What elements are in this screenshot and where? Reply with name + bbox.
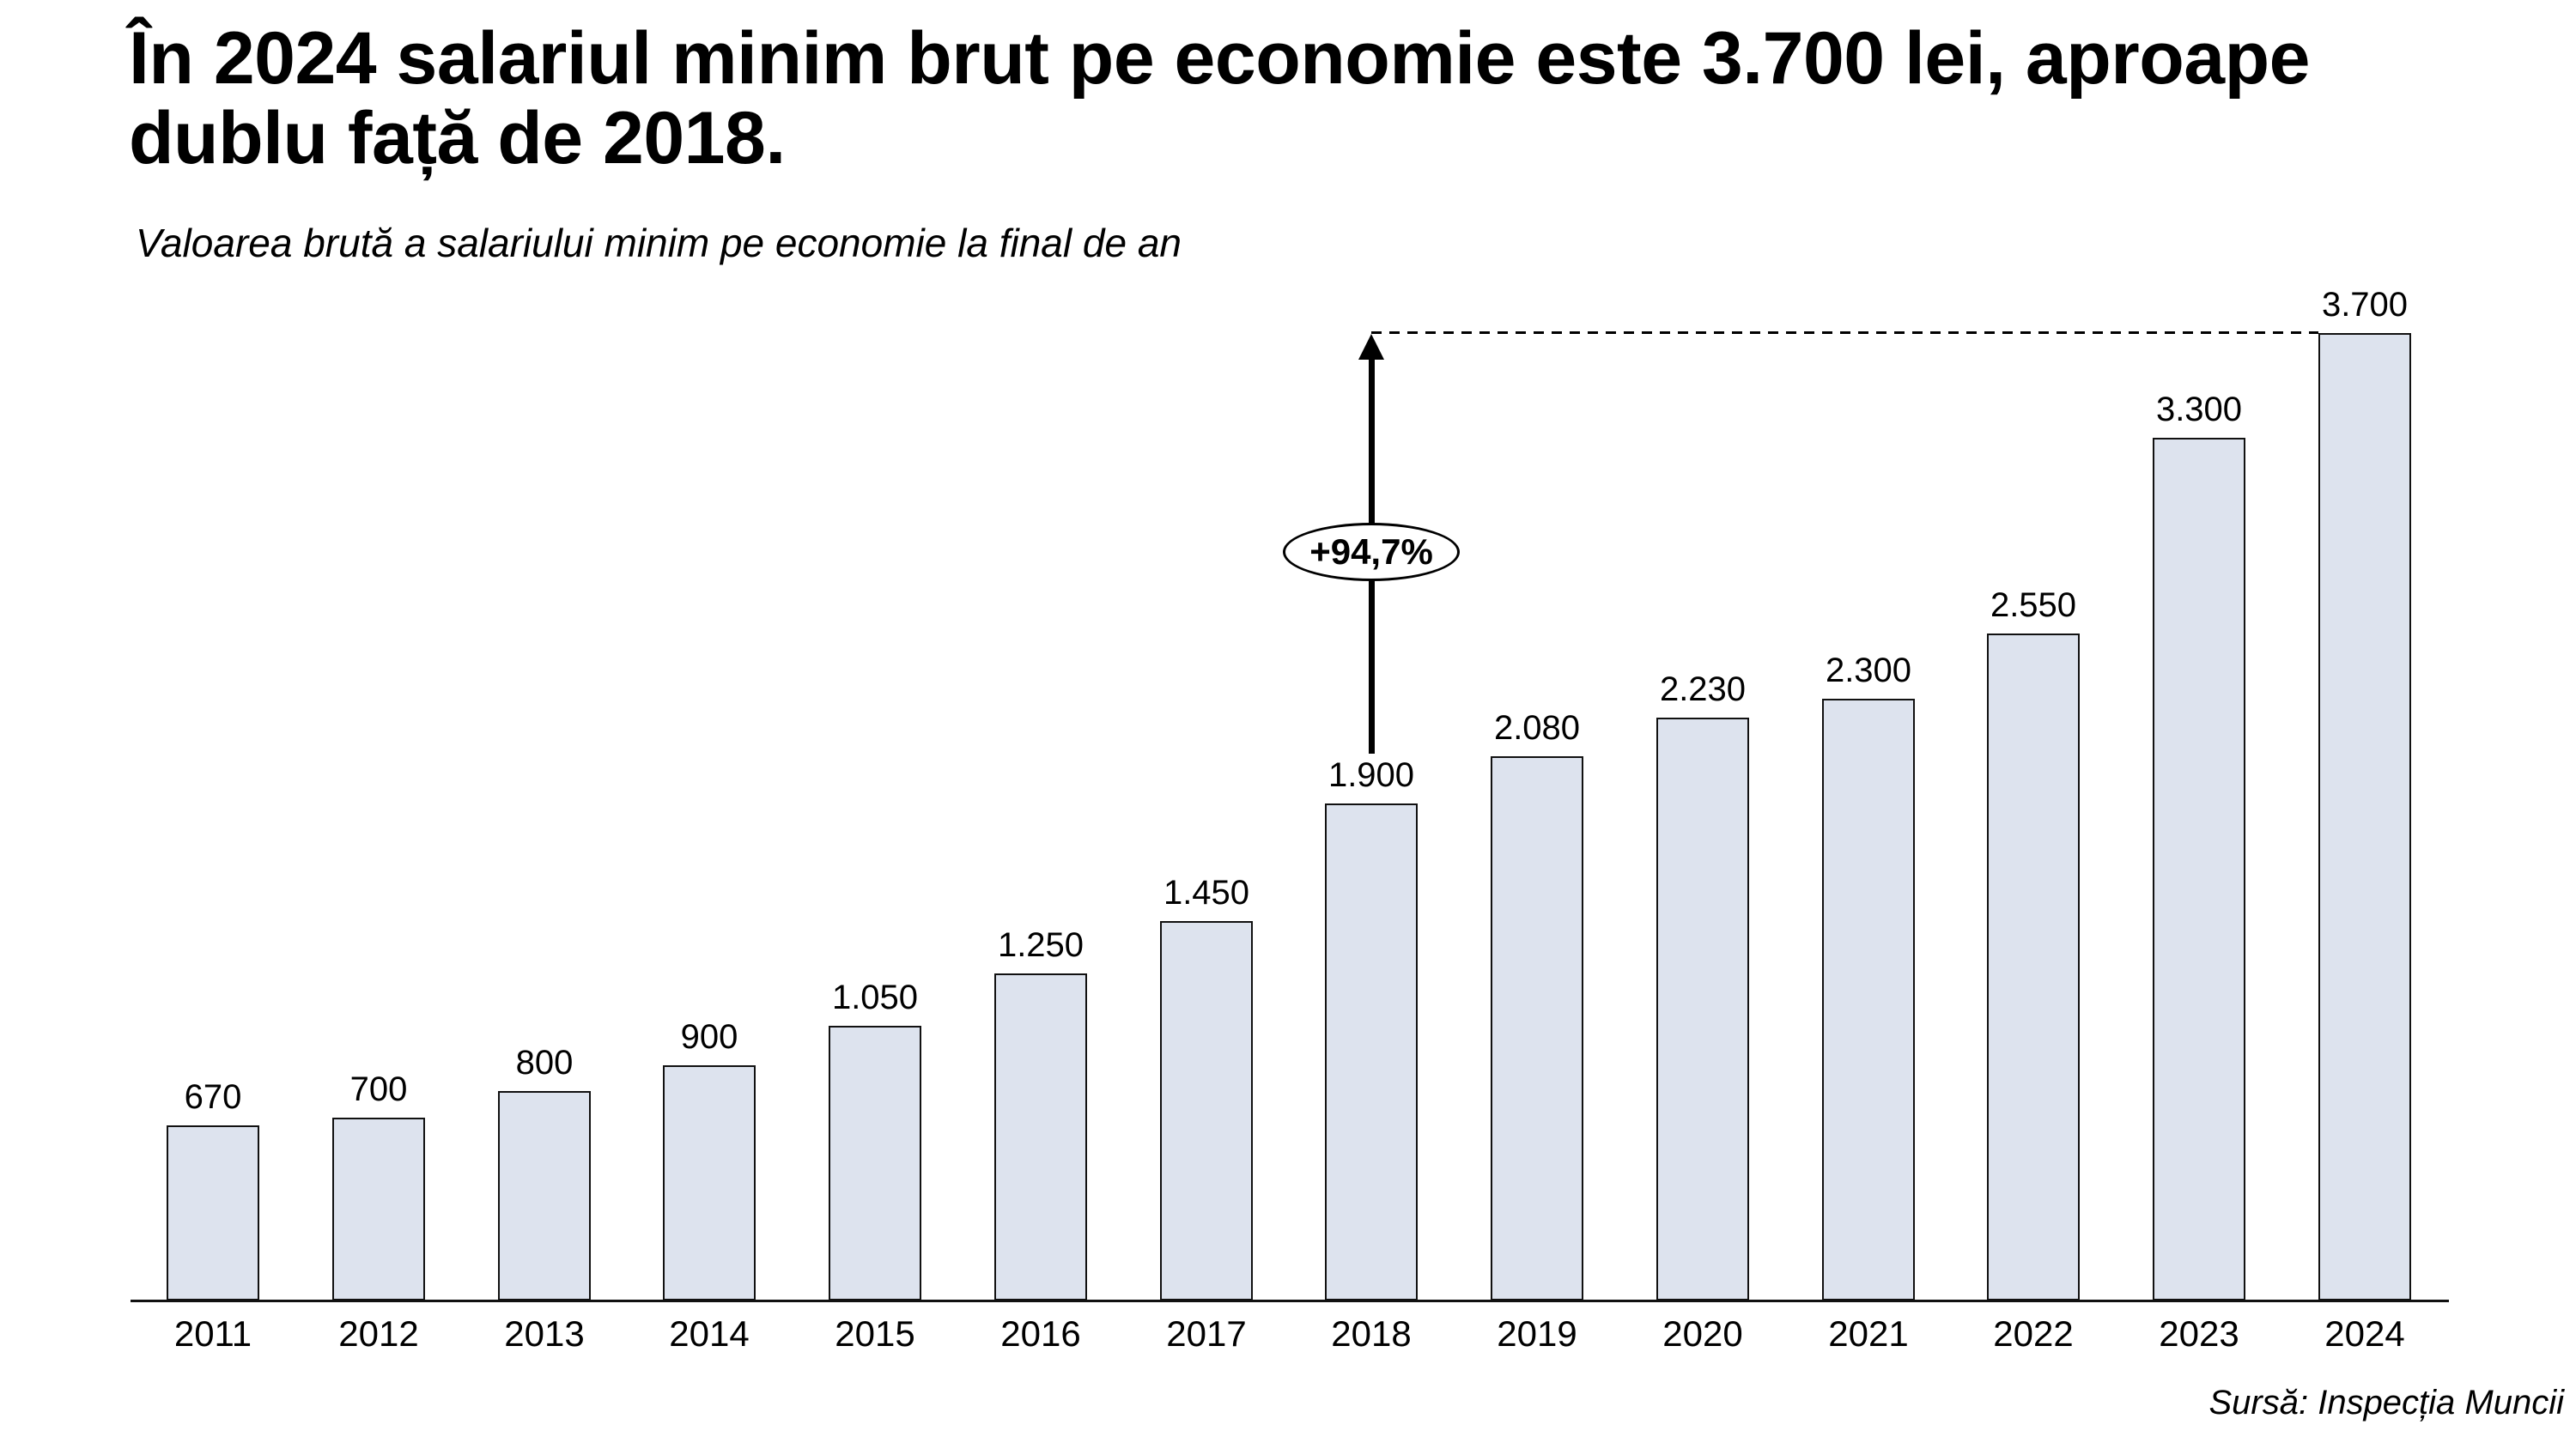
bar-2017: [1160, 921, 1253, 1300]
bar-2011: [167, 1125, 259, 1300]
bar-2018: [1325, 803, 1418, 1300]
value-label-2023: 3.300: [2155, 391, 2243, 428]
reference-dashed-line: [1371, 331, 2318, 334]
value-label-2014: 900: [680, 1018, 738, 1056]
value-label-2015: 1.050: [831, 979, 919, 1016]
x-axis-line: [131, 1300, 2449, 1302]
bar-2022: [1987, 634, 2080, 1300]
bar-2013: [498, 1091, 591, 1300]
x-tick-label-2024: 2024: [2324, 1313, 2405, 1354]
value-label-2020: 2.230: [1659, 670, 1747, 708]
value-label-2011: 670: [184, 1078, 242, 1116]
title-line-2: dublu față de 2018.: [129, 96, 786, 179]
x-tick-label-2014: 2014: [669, 1313, 750, 1354]
x-tick-label-2020: 2020: [1662, 1313, 1743, 1354]
page-title: În 2024 salariul minim brut pe economie …: [129, 19, 2499, 179]
x-tick-label-2022: 2022: [1993, 1313, 2074, 1354]
bar-2015: [829, 1026, 921, 1300]
percent-change-badge: +94,7%: [1283, 523, 1460, 581]
value-label-2024: 3.700: [2321, 286, 2409, 324]
value-label-2022: 2.550: [1990, 586, 2077, 624]
value-label-2021: 2.300: [1825, 652, 1912, 689]
percent-change-label: +94,7%: [1309, 531, 1433, 572]
x-tick-label-2016: 2016: [1000, 1313, 1081, 1354]
x-tick-label-2015: 2015: [835, 1313, 915, 1354]
x-tick-label-2023: 2023: [2159, 1313, 2239, 1354]
bar-2024: [2318, 333, 2411, 1300]
bar-2023: [2153, 438, 2245, 1300]
x-tick-label-2018: 2018: [1331, 1313, 1412, 1354]
bar-2016: [994, 973, 1087, 1300]
source-credit: Sursă: Inspecția Muncii: [2208, 1384, 2564, 1422]
value-label-2018: 1.900: [1327, 756, 1415, 794]
x-tick-label-2019: 2019: [1497, 1313, 1577, 1354]
value-label-2013: 800: [515, 1044, 574, 1082]
bar-2019: [1491, 756, 1583, 1300]
x-tick-label-2012: 2012: [338, 1313, 419, 1354]
x-tick-label-2017: 2017: [1166, 1313, 1247, 1354]
x-tick-label-2011: 2011: [173, 1313, 252, 1354]
title-line-1: În 2024 salariul minim brut pe economie …: [129, 17, 2310, 100]
value-label-2012: 700: [349, 1070, 408, 1108]
x-tick-label-2021: 2021: [1828, 1313, 1909, 1354]
chart-subtitle: Valoarea brută a salariului minim pe eco…: [136, 221, 1182, 265]
bar-2012: [332, 1118, 425, 1300]
x-tick-label-2013: 2013: [504, 1313, 585, 1354]
bar-2014: [663, 1065, 756, 1300]
value-label-2017: 1.450: [1163, 874, 1250, 912]
value-label-2016: 1.250: [997, 926, 1084, 964]
bar-2020: [1656, 718, 1749, 1300]
value-label-2019: 2.080: [1493, 709, 1581, 747]
bar-2021: [1822, 699, 1915, 1300]
